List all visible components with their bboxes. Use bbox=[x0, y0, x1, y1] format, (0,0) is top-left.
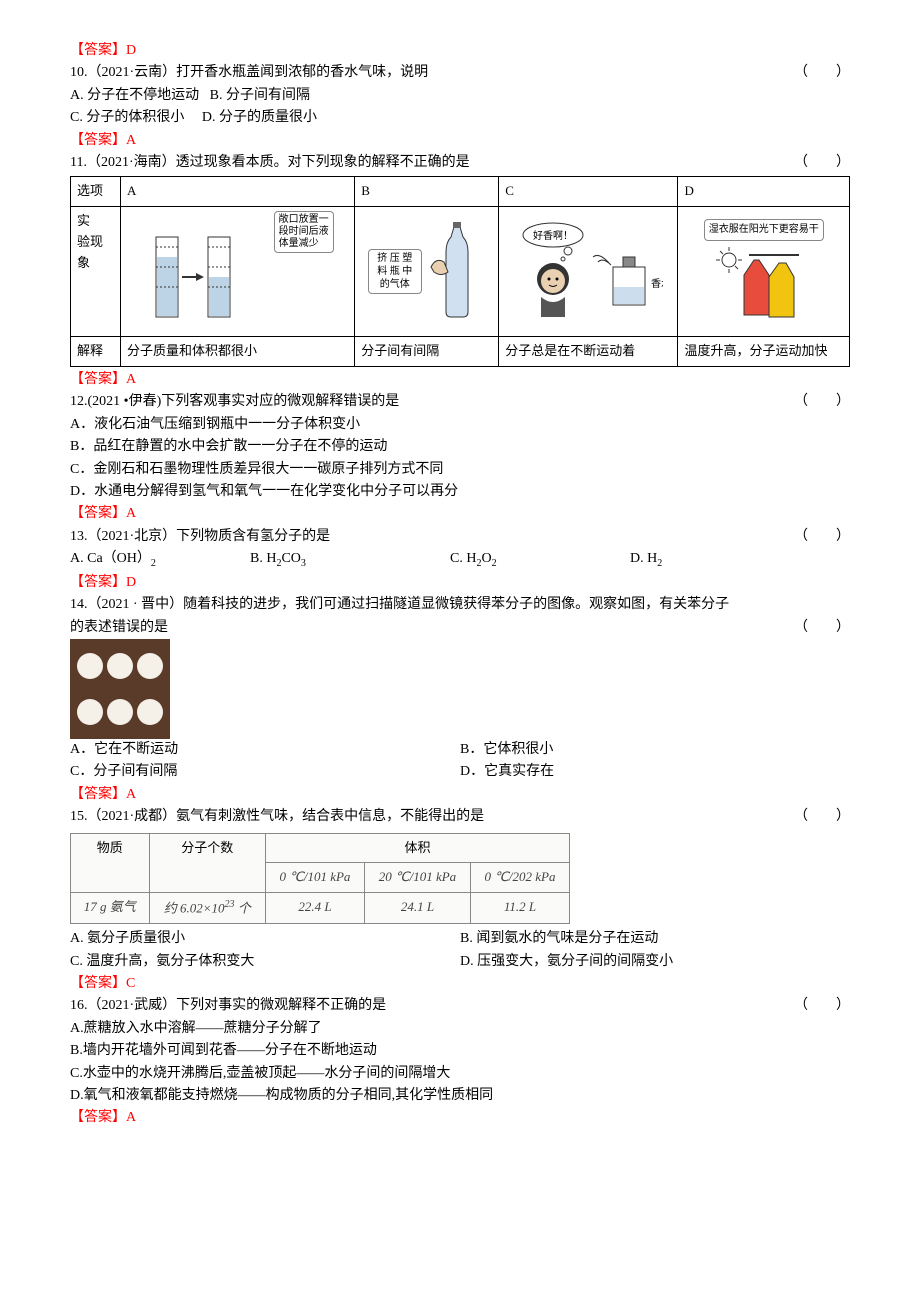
q14-optB: B．它体积很小 bbox=[460, 739, 850, 761]
question-10: 10.（2021·云南）打开香水瓶盖闻到浓郁的香水气味，说明 （ ） A. 分子… bbox=[70, 62, 850, 152]
q14-stem1: 14.（2021 · 晋中）随着科技的进步，我们可通过扫描隧道显微镜获得苯分子的… bbox=[70, 594, 850, 616]
question-12: 12.(2021 •伊春)下列客观事实对应的微观解释错误的是 （ ） A．液化石… bbox=[70, 391, 850, 525]
answer-12: 【答案】A bbox=[70, 503, 850, 525]
q15-row-count: 约 6.02×1023 个 bbox=[149, 893, 265, 924]
q15-v3: 11.2 L bbox=[470, 893, 569, 924]
q15-h-volume: 体积 bbox=[265, 833, 569, 863]
q15-v1: 22.4 L bbox=[265, 893, 364, 924]
answer-9: 【答案】D bbox=[70, 40, 850, 62]
q12-optB: B．品红在静置的水中会扩散一一分子在不停的运动 bbox=[70, 436, 850, 458]
benzene-image bbox=[70, 639, 170, 739]
q16-paren: （ ） bbox=[794, 995, 850, 1017]
clothes-icon bbox=[714, 245, 814, 325]
q11-colD: D bbox=[678, 177, 850, 207]
q11-th2: 实 验现象 bbox=[71, 207, 121, 337]
q15-h-count: 分子个数 bbox=[149, 833, 265, 893]
answer-13: 【答案】D bbox=[70, 572, 850, 594]
q15-h-substance: 物质 bbox=[71, 833, 150, 893]
q11-expC: 分子总是在不断运动着 bbox=[499, 337, 678, 367]
q15-optA: A. 氨分子质量很小 bbox=[70, 928, 460, 950]
q15-optD: D. 压强变大，氨分子间的间隔变小 bbox=[460, 951, 850, 973]
q14-stem2: 的表述错误的是 bbox=[70, 617, 168, 639]
q15-stem: 15.（2021·成都）氨气有刺激性气味，结合表中信息，不能得出的是 bbox=[70, 806, 484, 828]
answer-16: 【答案】A bbox=[70, 1107, 850, 1129]
q11-colC: C bbox=[499, 177, 678, 207]
q12-optD: D．水通电分解得到氢气和氧气一一在化学变化中分子可以再分 bbox=[70, 481, 850, 503]
q11-expB: 分子间有间隔 bbox=[355, 337, 499, 367]
q11-colA: A bbox=[121, 177, 355, 207]
svg-text:好香啊！: 好香啊！ bbox=[533, 230, 573, 242]
q13-optA: A. Ca（OH）2 bbox=[70, 548, 250, 572]
q15-optC: C. 温度升高，氨分子体积变大 bbox=[70, 951, 460, 973]
q15-c2: 20 ℃/101 kPa bbox=[364, 863, 470, 893]
q13-optD: D. H2 bbox=[630, 548, 662, 572]
q16-optB: B.墙内开花墙外可闻到花香——分子在不断地运动 bbox=[70, 1040, 850, 1062]
answer-10: 【答案】A bbox=[70, 130, 850, 152]
q11-captB: 挤 压 塑料 瓶 中的气体 bbox=[368, 249, 422, 294]
answer-11: 【答案】A bbox=[70, 369, 850, 391]
q11-colB: B bbox=[355, 177, 499, 207]
q12-paren: （ ） bbox=[794, 391, 850, 413]
q11-figD: 湿衣服在阳光下更容易干 bbox=[678, 207, 850, 337]
q15-c3: 0 ℃/202 kPa bbox=[470, 863, 569, 893]
q11-th3: 解释 bbox=[71, 337, 121, 367]
q11-th1: 选项 bbox=[71, 177, 121, 207]
question-13: 13.（2021·北京）下列物质含有氢分子的是 （ ） A. Ca（OH）2 B… bbox=[70, 526, 850, 595]
q11-figB: 挤 压 塑料 瓶 中的气体 bbox=[355, 207, 499, 337]
q14-optA: A．它在不断运动 bbox=[70, 739, 460, 761]
q14-optD: D．它真实存在 bbox=[460, 761, 850, 783]
q15-paren: （ ） bbox=[794, 806, 850, 828]
q14-optC: C．分子间有间隔 bbox=[70, 761, 460, 783]
q10-optB: B. 分子间有间隔 bbox=[210, 88, 310, 103]
q15-c1: 0 ℃/101 kPa bbox=[265, 863, 364, 893]
q11-expA: 分子质量和体积都很小 bbox=[121, 337, 355, 367]
q13-paren: （ ） bbox=[794, 526, 850, 548]
q16-optC: C.水壶中的水烧开沸腾后,壶盖被顶起——水分子间的间隔增大 bbox=[70, 1063, 850, 1085]
q11-paren: （ ） bbox=[794, 152, 850, 174]
question-16: 16.（2021·武威）下列对事实的微观解释不正确的是 （ ） A.蔗糖放入水中… bbox=[70, 995, 850, 1129]
q12-optC: C．金刚石和石墨物理性质差异很大一一碳原子排列方式不同 bbox=[70, 459, 850, 481]
answer-14: 【答案】A bbox=[70, 784, 850, 806]
q12-stem: 12.(2021 •伊春)下列客观事实对应的微观解释错误的是 bbox=[70, 391, 399, 413]
q11-stem: 11.（2021·海南）透过现象看本质。对下列现象的解释不正确的是 bbox=[70, 152, 470, 174]
q11-captD: 湿衣服在阳光下更容易干 bbox=[704, 219, 824, 241]
q15-v2: 24.1 L bbox=[364, 893, 470, 924]
q16-stem: 16.（2021·武威）下列对事实的微观解释不正确的是 bbox=[70, 995, 386, 1017]
q10-stem: 10.（2021·云南）打开香水瓶盖闻到浓郁的香水气味，说明 bbox=[70, 62, 428, 84]
q15-row-substance: 17 g 氨气 bbox=[71, 893, 150, 924]
answer-15: 【答案】C bbox=[70, 973, 850, 995]
q10-optC: C. 分子的体积很小 bbox=[70, 110, 184, 125]
bottle-icon bbox=[426, 217, 486, 327]
q12-optA: A．液化石油气压缩到钢瓶中一一分子体积变小 bbox=[70, 414, 850, 436]
question-14: 14.（2021 · 晋中）随着科技的进步，我们可通过扫描隧道显微镜获得苯分子的… bbox=[70, 594, 850, 806]
q16-optD: D.氧气和液氧都能支持燃烧——构成物质的分子相同,其化学性质相同 bbox=[70, 1085, 850, 1107]
svg-text:香水: 香水 bbox=[651, 278, 663, 290]
q15-table: 物质 分子个数 体积 0 ℃/101 kPa 20 ℃/101 kPa 0 ℃/… bbox=[70, 833, 570, 925]
q10-optA: A. 分子在不停地运动 bbox=[70, 88, 199, 103]
cylinder-icon bbox=[138, 217, 278, 327]
q14-paren: （ ） bbox=[794, 617, 850, 639]
q13-optC: C. H2O2 bbox=[450, 548, 630, 572]
q10-optD: D. 分子的质量很小 bbox=[202, 110, 317, 125]
q16-optA: A.蔗糖放入水中溶解——蔗糖分子分解了 bbox=[70, 1018, 850, 1040]
question-15: 15.（2021·成都）氨气有刺激性气味，结合表中信息，不能得出的是 （ ） 物… bbox=[70, 806, 850, 995]
q11-captA: 敞口放置一段时间后液体量减少 bbox=[274, 211, 334, 253]
q13-stem: 13.（2021·北京）下列物质含有氢分子的是 bbox=[70, 526, 330, 548]
q11-figA: 敞口放置一段时间后液体量减少 bbox=[121, 207, 355, 337]
question-11: 11.（2021·海南）透过现象看本质。对下列现象的解释不正确的是 （ ） 选项… bbox=[70, 152, 850, 391]
q11-table: 选项 A B C D 实 验现象 bbox=[70, 176, 850, 367]
q11-figC: 好香啊！ bbox=[499, 207, 678, 337]
q10-paren: （ ） bbox=[794, 62, 850, 84]
q15-optB: B. 闻到氨水的气味是分子在运动 bbox=[460, 928, 850, 950]
q11-expD: 温度升高，分子运动加快 bbox=[678, 337, 850, 367]
q13-optB: B. H2CO3 bbox=[250, 548, 450, 572]
perfume-icon: 好香啊！ bbox=[513, 217, 663, 327]
